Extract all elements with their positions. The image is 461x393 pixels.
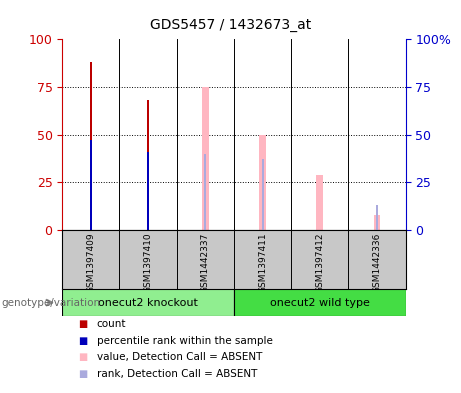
Bar [89, 62, 92, 230]
Bar [147, 100, 149, 230]
Text: GSM1442336: GSM1442336 [372, 233, 382, 293]
Text: onecut2 knockout: onecut2 knockout [98, 298, 198, 308]
Text: GSM1397410: GSM1397410 [143, 233, 153, 294]
Text: value, Detection Call = ABSENT: value, Detection Call = ABSENT [97, 352, 262, 362]
Bar [204, 154, 207, 230]
Text: ■: ■ [78, 369, 88, 379]
Text: ■: ■ [78, 319, 88, 329]
Text: GDS5457 / 1432673_at: GDS5457 / 1432673_at [150, 18, 311, 32]
Bar [147, 152, 149, 230]
Bar [376, 205, 378, 230]
Bar [261, 160, 264, 230]
Text: GSM1397409: GSM1397409 [86, 233, 95, 294]
Bar [373, 215, 380, 230]
Text: GSM1442337: GSM1442337 [201, 233, 210, 293]
Text: ■: ■ [78, 352, 88, 362]
Bar [202, 87, 209, 230]
Text: percentile rank within the sample: percentile rank within the sample [97, 336, 273, 346]
Bar [90, 140, 92, 230]
Bar [316, 174, 323, 230]
Text: rank, Detection Call = ABSENT: rank, Detection Call = ABSENT [97, 369, 257, 379]
Text: ■: ■ [78, 336, 88, 346]
Bar [234, 289, 406, 316]
Bar [259, 134, 266, 230]
Bar [62, 289, 234, 316]
Text: GSM1397412: GSM1397412 [315, 233, 325, 293]
Text: onecut2 wild type: onecut2 wild type [270, 298, 370, 308]
Text: genotype/variation: genotype/variation [1, 298, 100, 308]
Text: count: count [97, 319, 126, 329]
Text: GSM1397411: GSM1397411 [258, 233, 267, 294]
